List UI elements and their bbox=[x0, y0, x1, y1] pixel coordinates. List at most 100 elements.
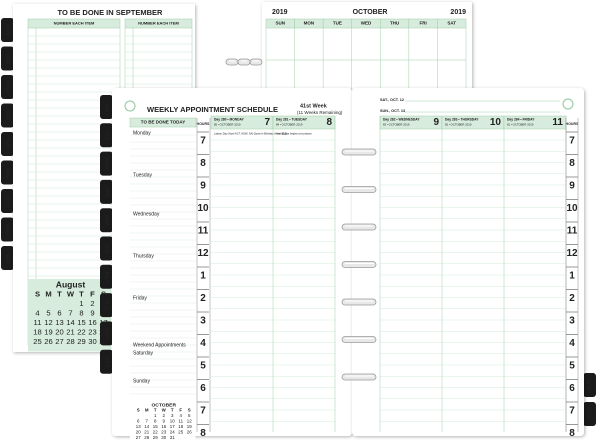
month-tab bbox=[583, 373, 596, 397]
tab-label: MAY bbox=[103, 215, 109, 226]
mini-calendar-day: 3 bbox=[171, 413, 174, 418]
mini-calendar-day: 27 bbox=[55, 337, 63, 346]
month-tab bbox=[100, 179, 113, 204]
todo-day: Monday bbox=[133, 130, 151, 136]
mini-calendar-day: 14 bbox=[144, 424, 149, 429]
month-tab bbox=[100, 236, 113, 261]
mini-calendar-bg bbox=[130, 399, 196, 440]
mini-calendar-weekday: T bbox=[171, 408, 174, 413]
weekday-label: FRI bbox=[420, 21, 427, 26]
binder-ring bbox=[341, 298, 377, 306]
mini-calendar-month: OCTOBER bbox=[151, 402, 176, 408]
mini-calendar-weekday: W bbox=[162, 408, 167, 413]
column-header-label: NUMBER EACH ITEM bbox=[138, 21, 179, 26]
weekend-label: SUN., OCT. 13 bbox=[380, 109, 405, 113]
mini-calendar-weekday: S bbox=[188, 408, 191, 413]
month-tab bbox=[100, 151, 113, 176]
tab-label: MAR bbox=[103, 158, 109, 170]
mini-calendar-weekday: W bbox=[67, 290, 75, 299]
hour-number: 8 bbox=[569, 428, 575, 439]
hour-number: 7 bbox=[200, 136, 206, 147]
hour-number: 12 bbox=[197, 248, 209, 259]
hour-number: 10 bbox=[566, 203, 578, 214]
month-tab bbox=[100, 123, 113, 148]
mini-calendar-day: 12 bbox=[187, 419, 192, 424]
logo bbox=[124, 100, 136, 112]
day-label: Day 280 • MONDAY bbox=[214, 117, 245, 121]
tab-label: FEB bbox=[103, 130, 109, 140]
mini-calendar-day: 8 bbox=[154, 419, 157, 424]
mini-calendar-day: 2 bbox=[163, 413, 166, 418]
weekday-header bbox=[437, 18, 467, 29]
mini-calendar-day: 25 bbox=[178, 430, 183, 435]
mini-calendar-day: 15 bbox=[77, 318, 85, 327]
year: 2019 bbox=[450, 9, 466, 16]
column-header bbox=[124, 18, 193, 29]
page-title: TO BE DONE IN SEPTEMBER bbox=[58, 8, 163, 17]
day-sub: 82 • OCTOBER 2019 bbox=[445, 123, 472, 127]
year: 2019 bbox=[272, 9, 288, 16]
todo-day: Tuesday bbox=[133, 172, 152, 178]
mini-calendar-day: 24 bbox=[170, 430, 175, 435]
mini-calendar-day: 23 bbox=[88, 328, 96, 337]
day-sub: 85 • OCTOBER 2019 bbox=[214, 123, 241, 127]
mini-calendar-weekday: M bbox=[145, 408, 149, 413]
logo bbox=[562, 98, 574, 110]
day-label: Day 283 • THURSDAY bbox=[445, 117, 479, 121]
day-sub: 84 • OCTOBER 2019 bbox=[276, 123, 303, 127]
mini-calendar-day: 9 bbox=[163, 419, 166, 424]
month-tab bbox=[1, 189, 14, 213]
mini-calendar-day: 7 bbox=[68, 309, 72, 318]
hour-number: 7 bbox=[200, 406, 206, 417]
weeks-remaining: (11 Weeks Remaining) bbox=[297, 110, 343, 115]
tab-label: JULY bbox=[103, 271, 109, 284]
month-tab bbox=[100, 349, 113, 374]
binder-ring bbox=[249, 58, 263, 66]
mini-calendar-month: August bbox=[56, 279, 86, 289]
weekday-label: MON bbox=[304, 21, 315, 26]
month-tab bbox=[583, 402, 596, 426]
tab-label: NOV bbox=[587, 379, 593, 391]
month-tab bbox=[100, 321, 113, 346]
binder-ring bbox=[341, 186, 377, 193]
mini-calendar-day: 4 bbox=[35, 309, 39, 318]
hours-label: HOURS bbox=[197, 122, 210, 126]
month-tab bbox=[1, 75, 14, 99]
hour-number: 8 bbox=[200, 428, 206, 439]
mini-calendar-day: 23 bbox=[161, 430, 166, 435]
mini-calendar-day: 19 bbox=[187, 424, 192, 429]
tab-label: DEC bbox=[587, 408, 593, 419]
todo-day: Saturday bbox=[133, 350, 154, 356]
mini-calendar-day: 22 bbox=[77, 328, 85, 337]
hours-label: HOURS bbox=[566, 122, 579, 126]
todo-day: Wednesday bbox=[133, 211, 160, 217]
mini-calendar-day: 6 bbox=[57, 309, 61, 318]
weekday-label: SUN bbox=[276, 21, 286, 26]
tab-label: APR bbox=[4, 110, 10, 121]
mini-calendar-weekday: S bbox=[35, 290, 40, 299]
mini-calendar-day: 2 bbox=[90, 299, 94, 308]
column-header-label: NUMBER EACH ITEM bbox=[54, 21, 95, 26]
mini-calendar-weekday: T bbox=[154, 408, 157, 413]
tab-label: OCT bbox=[103, 356, 109, 367]
tab-label: APR bbox=[103, 187, 109, 198]
front-left-page bbox=[112, 88, 352, 436]
mini-calendar-day: 29 bbox=[77, 337, 85, 346]
column-header bbox=[27, 18, 121, 29]
tab-label: AUG bbox=[103, 300, 109, 311]
tab-label: JULY bbox=[4, 195, 10, 208]
todo-day: Sunday bbox=[133, 378, 150, 384]
month-tab bbox=[1, 18, 14, 42]
mini-calendar-day: 16 bbox=[88, 318, 96, 327]
mini-calendar-day: 11 bbox=[34, 318, 42, 327]
todo-day: Friday bbox=[133, 295, 147, 301]
day-sub: 83 • OCTOBER 2019 bbox=[383, 123, 410, 127]
mini-calendar-day: 27 bbox=[136, 435, 141, 440]
tab-label: SEP bbox=[4, 253, 10, 264]
hour-number: 7 bbox=[569, 136, 575, 147]
weekday-label: THU bbox=[390, 21, 399, 26]
month-tab bbox=[1, 46, 14, 71]
mini-calendar-day: 21 bbox=[66, 328, 74, 337]
mini-calendar-day: 30 bbox=[88, 337, 96, 346]
tab-label: JUN bbox=[4, 167, 10, 177]
